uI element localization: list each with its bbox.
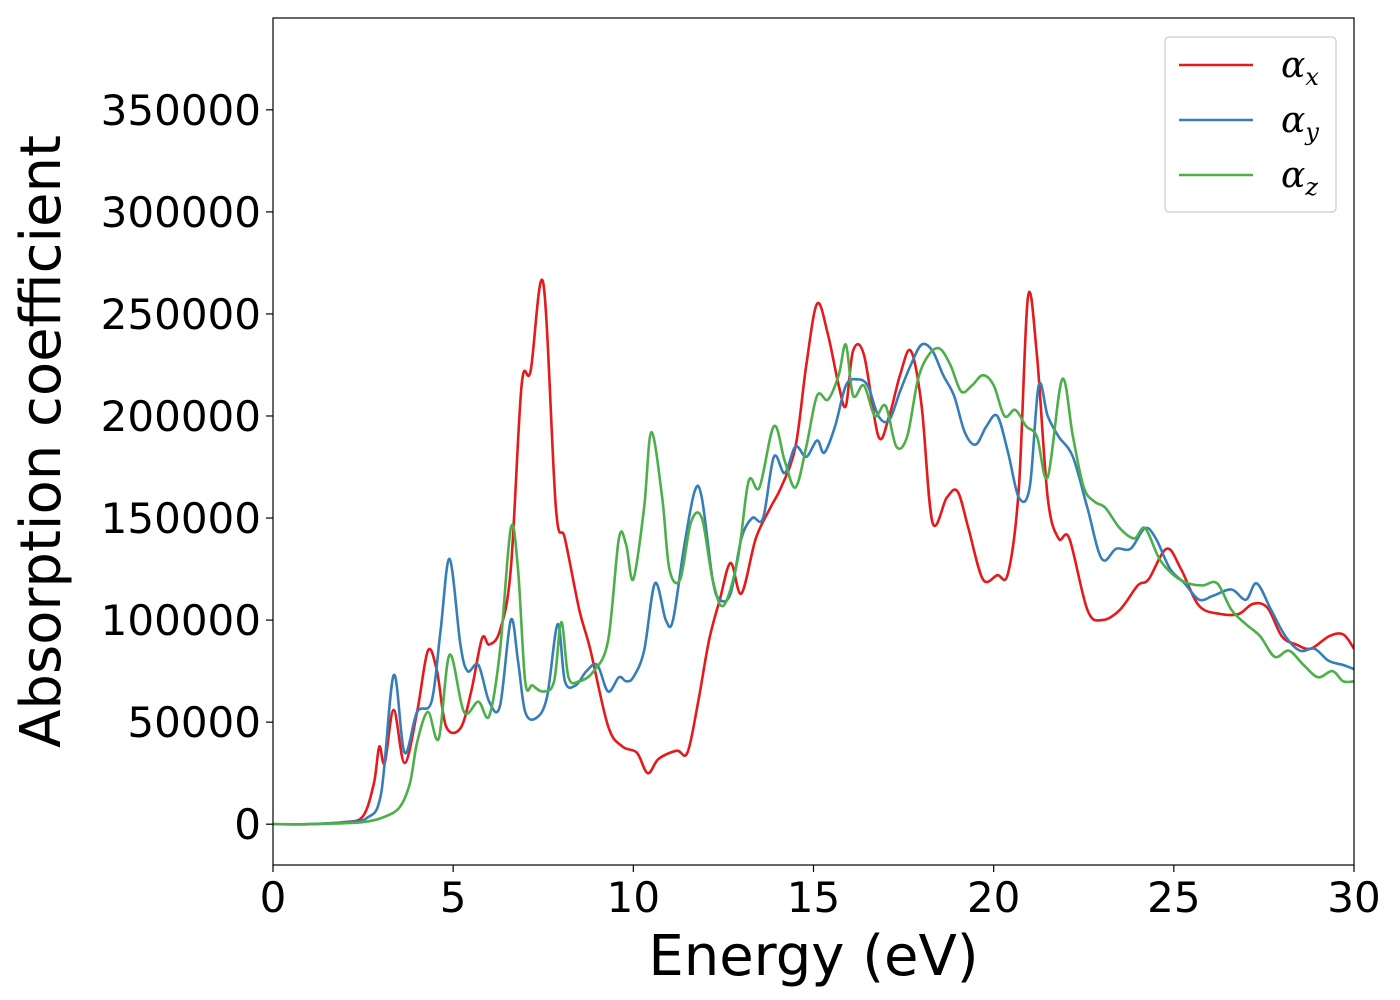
y-tick-label: 50000 xyxy=(127,698,261,747)
legend-box xyxy=(1164,36,1337,213)
y-tick-label: 150000 xyxy=(101,494,261,543)
y-tick-label: 350000 xyxy=(101,86,261,135)
series-lines xyxy=(273,278,1354,826)
x-tick-label: 0 xyxy=(260,873,287,922)
y-tick-label: 200000 xyxy=(101,392,261,441)
x-tick-label: 20 xyxy=(967,873,1020,922)
legend-label-y: αy xyxy=(1281,100,1319,146)
x-tick-label: 30 xyxy=(1327,873,1380,922)
series-line-x xyxy=(273,278,1354,826)
legend-label-base: α xyxy=(1281,100,1305,141)
y-tick-label: 100000 xyxy=(101,596,261,645)
legend-label-subscript: z xyxy=(1304,173,1318,201)
y-tick-label: 300000 xyxy=(101,188,261,237)
series-line-y xyxy=(273,342,1354,826)
legend-label-base: α xyxy=(1281,155,1305,196)
legend-label-x: αx xyxy=(1281,45,1319,91)
legend-label-base: α xyxy=(1281,45,1305,86)
legend-label-subscript: y xyxy=(1304,118,1319,146)
x-axis-label: Energy (eV) xyxy=(648,924,978,989)
y-axis-ticks: 0 50000 100000 150000 200000 250000 300000 3500… xyxy=(101,86,273,849)
series-line-z xyxy=(273,343,1354,826)
y-tick-label: 0 xyxy=(234,800,261,849)
x-axis-ticks: 0 5 10 15 20 25 30 xyxy=(260,865,1381,922)
y-axis-label: Absorption coefficient xyxy=(9,135,74,748)
y-tick-label: 250000 xyxy=(101,290,261,339)
x-tick-label: 10 xyxy=(607,873,660,922)
x-tick-label: 15 xyxy=(787,873,840,922)
legend-label-subscript: x xyxy=(1305,63,1319,91)
x-tick-label: 25 xyxy=(1147,873,1200,922)
legend-label-z: αz xyxy=(1281,155,1318,201)
x-tick-label: 5 xyxy=(440,873,467,922)
